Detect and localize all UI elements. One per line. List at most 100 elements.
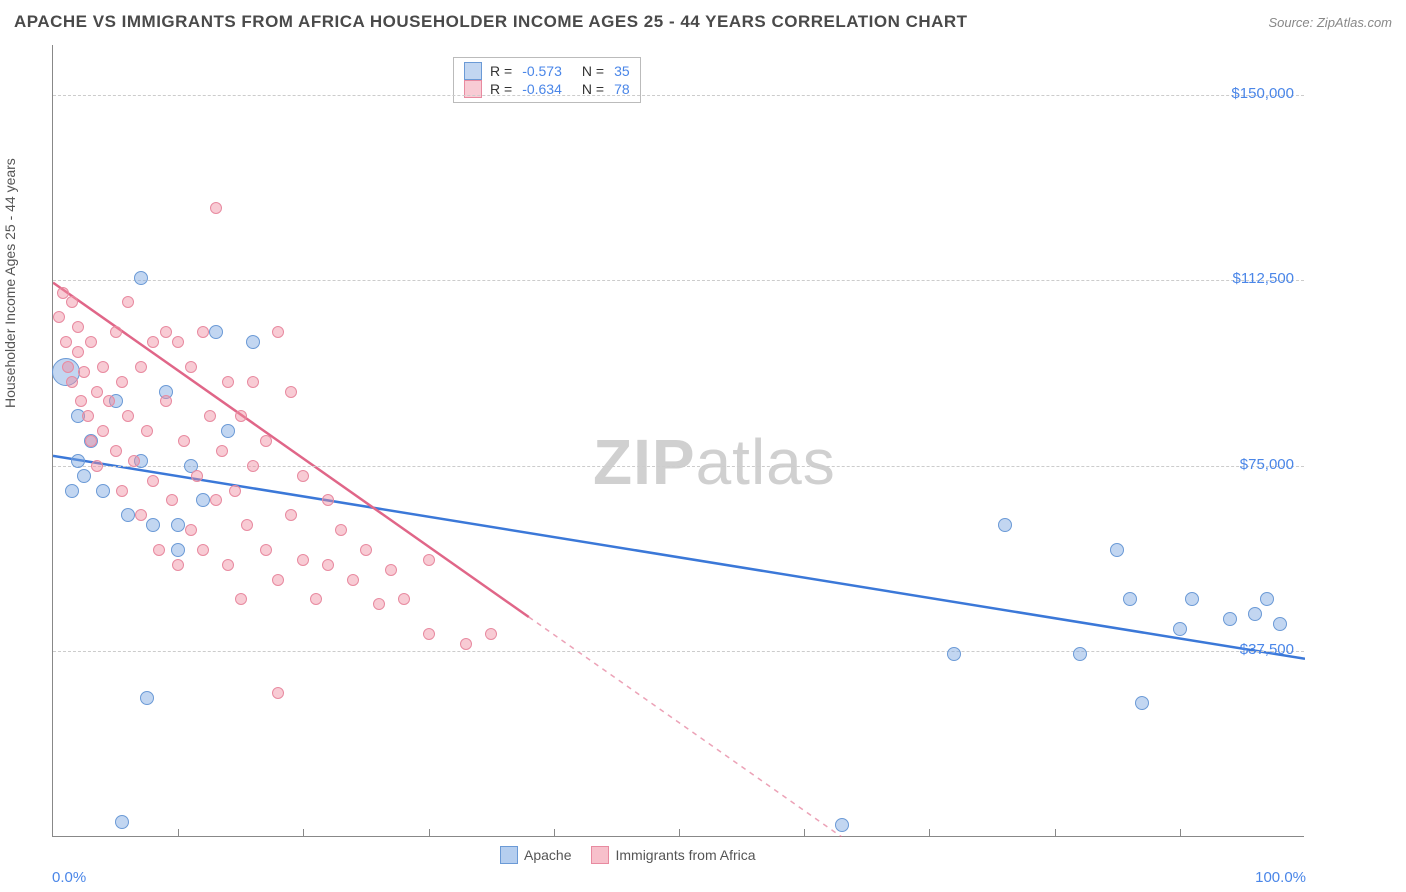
x-tick-mark xyxy=(929,829,930,837)
data-point xyxy=(285,386,297,398)
data-point xyxy=(297,470,309,482)
data-point xyxy=(171,543,185,557)
data-point xyxy=(91,460,103,472)
data-point xyxy=(835,818,849,832)
legend-swatch xyxy=(500,846,518,864)
data-point xyxy=(222,559,234,571)
data-point xyxy=(1185,592,1199,606)
data-point xyxy=(147,475,159,487)
data-point xyxy=(178,435,190,447)
data-point xyxy=(85,336,97,348)
grid-line-h xyxy=(53,95,1304,96)
data-point xyxy=(128,455,140,467)
data-point xyxy=(247,376,259,388)
data-point xyxy=(247,460,259,472)
data-point xyxy=(285,509,297,521)
data-point xyxy=(115,815,129,829)
legend-n-value: 35 xyxy=(614,63,630,79)
x-tick-mark xyxy=(804,829,805,837)
data-point xyxy=(246,335,260,349)
data-point xyxy=(1248,607,1262,621)
legend-label: Apache xyxy=(524,847,571,863)
data-point xyxy=(160,326,172,338)
series-legend: Apache Immigrants from Africa xyxy=(500,846,756,864)
data-point xyxy=(62,361,74,373)
data-point xyxy=(75,395,87,407)
data-point xyxy=(72,321,84,333)
data-point xyxy=(85,435,97,447)
data-point xyxy=(196,493,210,507)
data-point xyxy=(1173,622,1187,636)
data-point xyxy=(204,410,216,422)
data-point xyxy=(398,593,410,605)
data-point xyxy=(216,445,228,457)
data-point xyxy=(65,484,79,498)
data-point xyxy=(229,485,241,497)
data-point xyxy=(272,687,284,699)
data-point xyxy=(1273,617,1287,631)
data-point xyxy=(96,484,110,498)
x-tick-mark xyxy=(1055,829,1056,837)
y-tick-label: $75,000 xyxy=(1240,456,1294,473)
x-tick-max: 100.0% xyxy=(1255,869,1306,886)
x-tick-mark xyxy=(303,829,304,837)
data-point xyxy=(360,544,372,556)
legend-item: Immigrants from Africa xyxy=(591,846,755,864)
data-point xyxy=(185,524,197,536)
data-point xyxy=(53,311,65,323)
data-point xyxy=(60,336,72,348)
data-point xyxy=(66,376,78,388)
data-point xyxy=(134,271,148,285)
data-point xyxy=(297,554,309,566)
data-point xyxy=(235,593,247,605)
data-point xyxy=(97,425,109,437)
x-tick-mark xyxy=(554,829,555,837)
x-tick-mark xyxy=(429,829,430,837)
data-point xyxy=(210,494,222,506)
data-point xyxy=(423,554,435,566)
data-point xyxy=(160,395,172,407)
legend-r-value: -0.573 xyxy=(522,63,562,79)
data-point xyxy=(97,361,109,373)
data-point xyxy=(241,519,253,531)
data-point xyxy=(185,361,197,373)
data-point xyxy=(322,494,334,506)
data-point xyxy=(485,628,497,640)
data-point xyxy=(322,559,334,571)
data-point xyxy=(140,691,154,705)
x-tick-mark xyxy=(178,829,179,837)
data-point xyxy=(1110,543,1124,557)
data-point xyxy=(122,410,134,422)
data-point xyxy=(221,424,235,438)
chart-title: APACHE VS IMMIGRANTS FROM AFRICA HOUSEHO… xyxy=(14,12,968,32)
data-point xyxy=(1135,696,1149,710)
data-point xyxy=(110,326,122,338)
x-tick-mark xyxy=(1180,829,1181,837)
data-point xyxy=(385,564,397,576)
data-point xyxy=(373,598,385,610)
y-tick-label: $37,500 xyxy=(1240,641,1294,658)
data-point xyxy=(423,628,435,640)
data-point xyxy=(141,425,153,437)
x-tick-min: 0.0% xyxy=(52,869,86,886)
data-point xyxy=(147,336,159,348)
data-point xyxy=(260,544,272,556)
y-tick-label: $112,500 xyxy=(1233,270,1294,287)
legend-swatch xyxy=(591,846,609,864)
legend-item: Apache xyxy=(500,846,571,864)
data-point xyxy=(1073,647,1087,661)
data-point xyxy=(82,410,94,422)
legend-swatch xyxy=(464,62,482,80)
data-point xyxy=(116,485,128,497)
data-point xyxy=(122,296,134,308)
y-tick-label: $150,000 xyxy=(1231,85,1294,102)
data-point xyxy=(135,361,147,373)
data-point xyxy=(460,638,472,650)
data-point xyxy=(91,386,103,398)
data-point xyxy=(347,574,359,586)
data-point xyxy=(210,202,222,214)
data-point xyxy=(222,376,234,388)
data-point xyxy=(197,544,209,556)
data-point xyxy=(78,366,90,378)
data-point xyxy=(77,469,91,483)
